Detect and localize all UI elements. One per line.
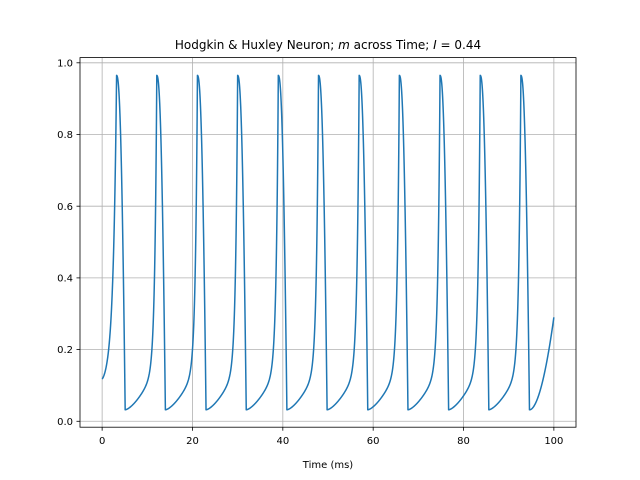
y-tick-label: 0.0 bbox=[57, 417, 73, 428]
x-tick-label: 60 bbox=[367, 436, 380, 447]
x-tick-label: 80 bbox=[457, 436, 470, 447]
x-axis-label: Time (ms) bbox=[302, 460, 354, 471]
y-tick-label: 0.2 bbox=[57, 345, 73, 356]
x-tick-label: 0 bbox=[99, 436, 105, 447]
y-tick-label: 0.4 bbox=[57, 273, 73, 284]
y-tick-label: 1.0 bbox=[57, 58, 73, 69]
y-tick-label: 0.6 bbox=[57, 202, 73, 213]
plot-frame bbox=[79, 57, 577, 428]
grid-lines bbox=[80, 57, 576, 428]
series-line-m bbox=[101, 74, 555, 411]
chart-title: Hodgkin & Huxley Neuron; m across Time; … bbox=[175, 38, 481, 52]
x-tick-label: 20 bbox=[186, 436, 199, 447]
x-tick-label: 40 bbox=[276, 436, 289, 447]
y-tick-label: 0.8 bbox=[57, 130, 73, 141]
x-tick-label: 100 bbox=[544, 436, 563, 447]
axis-ticks: 0 20 40 60 80 100 0.0 0.2 0.4 0.6 0.8 1.0 bbox=[57, 58, 563, 447]
